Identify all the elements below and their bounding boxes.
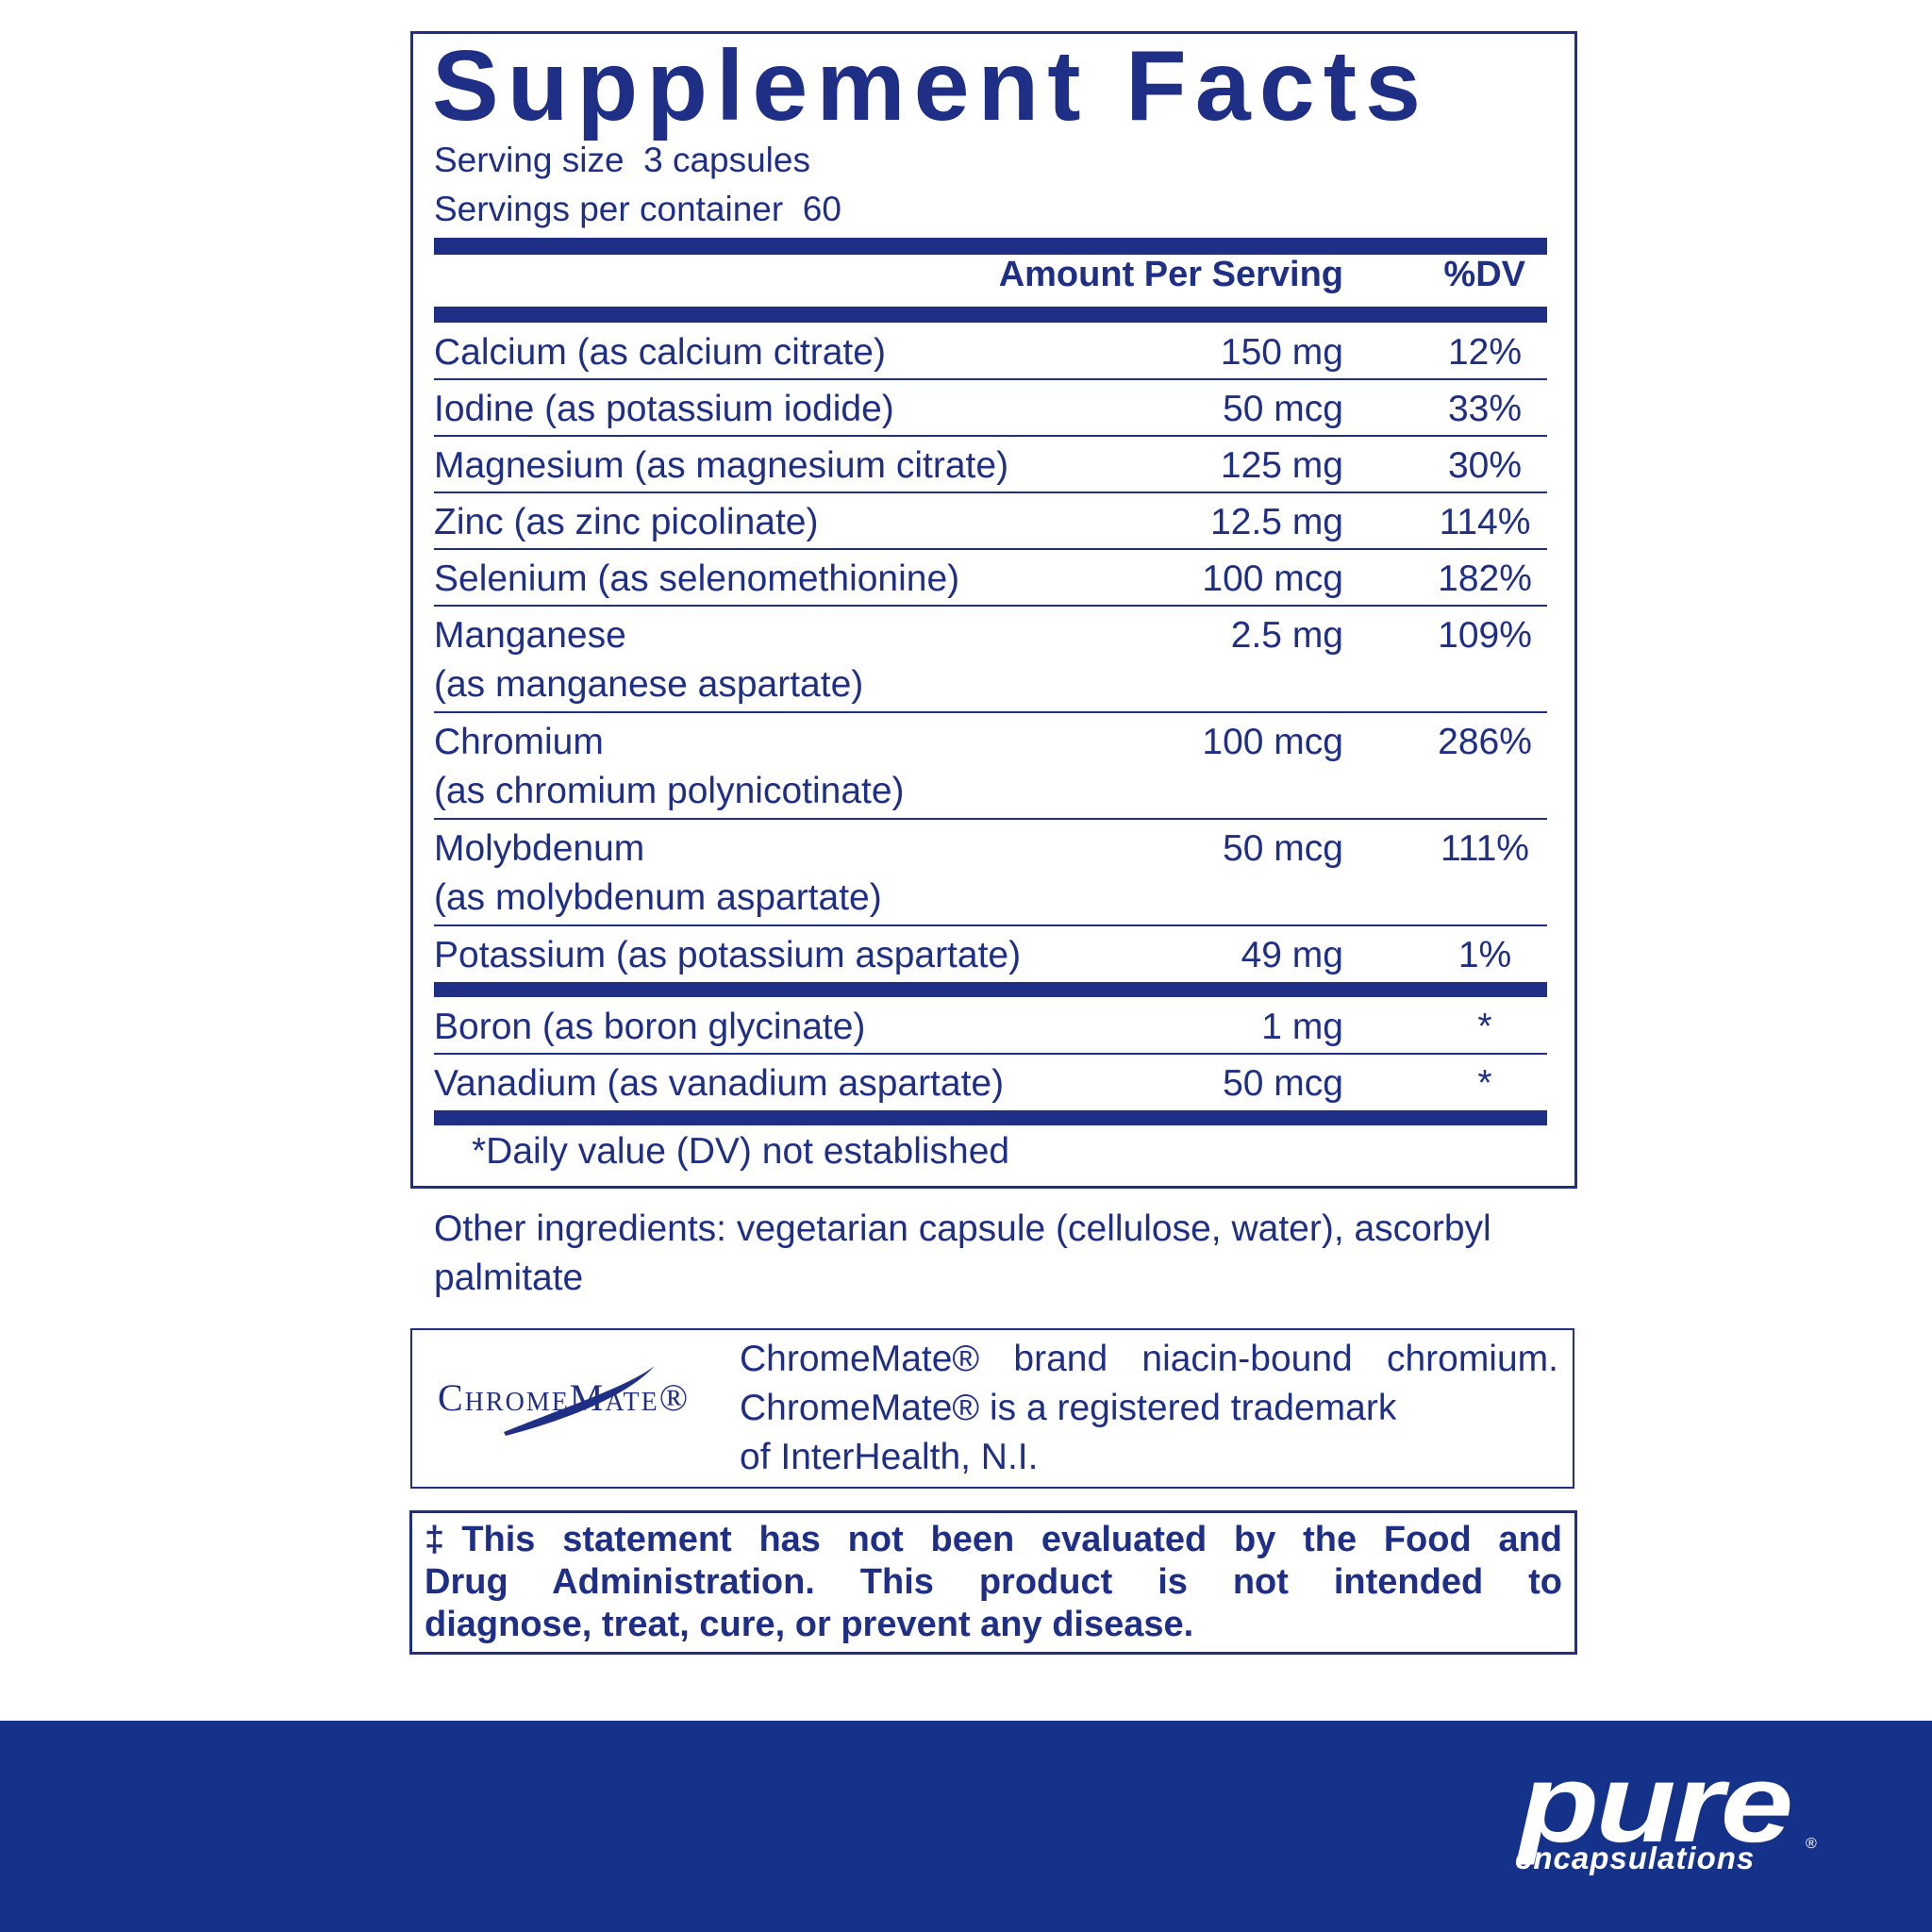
row-rule <box>434 711 1547 713</box>
amount: 50 mcg <box>1223 827 1343 869</box>
nutrient-name: Manganese <box>434 614 626 656</box>
thick-rule <box>434 307 1547 323</box>
trademark-text: ChromeMate® is a registered trademark <box>740 1387 1397 1428</box>
amount: 150 mg <box>1220 331 1343 373</box>
nutrient-name: Boron (as boron glycinate) <box>434 1006 866 1047</box>
trademark-text: ChromeMate® brand niacin-bound chromium. <box>740 1338 1558 1379</box>
nutrient-name: Vanadium (as vanadium aspartate) <box>434 1062 1005 1104</box>
thick-rule <box>434 1110 1547 1125</box>
amount: 125 mg <box>1220 444 1343 486</box>
daily-value: 33% <box>1447 389 1523 429</box>
daily-value: 109% <box>1438 615 1532 656</box>
nutrient-name: Iodine (as potassium iodide) <box>434 388 894 429</box>
daily-value: 30% <box>1447 445 1523 486</box>
brand-tagline: encapsulations <box>1515 1840 1756 1875</box>
disclaimer-text: Drug Administration. This product is not… <box>425 1562 1562 1602</box>
amount: 2.5 mg <box>1230 614 1343 656</box>
column-header: Amount Per Serving <box>998 255 1343 294</box>
chromemate-logo: ChromeMate® <box>438 1376 691 1419</box>
other-ingredients: palmitate <box>434 1257 584 1298</box>
amount: 100 mcg <box>1202 558 1343 599</box>
amount: 1 mg <box>1261 1006 1343 1047</box>
brand-mark: ® <box>1806 1835 1817 1852</box>
daily-value: 111% <box>1441 828 1529 869</box>
row-rule <box>434 548 1547 550</box>
row-rule <box>434 605 1547 607</box>
row-rule <box>434 378 1547 380</box>
nutrient-name: Selenium (as selenomethionine) <box>434 558 960 599</box>
disclaimer-box <box>409 1510 1577 1655</box>
thick-rule <box>434 238 1547 255</box>
amount: 49 mg <box>1241 934 1343 975</box>
amount: 50 mcg <box>1223 1062 1343 1104</box>
nutrient-name: Potassium (as potassium aspartate) <box>434 934 1022 975</box>
servings-per-container: Servings per container 60 <box>434 190 841 228</box>
nutrient-name: Zinc (as zinc picolinate) <box>434 501 819 542</box>
row-rule <box>434 435 1547 437</box>
trademark-text: of InterHealth, N.I. <box>740 1436 1039 1477</box>
trademark-box <box>410 1328 1574 1489</box>
row-rule <box>434 491 1547 493</box>
nutrient-name: (as chromium polynicotinate) <box>434 770 905 811</box>
daily-value: 114% <box>1439 502 1531 542</box>
logo-swoosh <box>504 1366 655 1436</box>
daily-value: * <box>1477 1063 1492 1104</box>
nutrient-name: Molybdenum <box>434 827 645 869</box>
nutrient-name: Chromium <box>434 721 604 762</box>
nutrient-name: (as manganese aspartate) <box>434 663 864 705</box>
nutrient-name: Calcium (as calcium citrate) <box>434 331 886 373</box>
row-rule <box>434 818 1547 820</box>
serving-size: Serving size 3 capsules <box>434 141 810 179</box>
facts-box <box>410 31 1577 1189</box>
amount: 50 mcg <box>1223 388 1343 429</box>
daily-value: * <box>1477 1007 1492 1047</box>
footer-band <box>0 1721 1932 1932</box>
column-header: %DV <box>1443 255 1525 294</box>
disclaimer-text: diagnose, treat, cure, or prevent any di… <box>425 1605 1194 1644</box>
disclaimer-text: ‡This statement has not been evaluated b… <box>425 1520 1562 1559</box>
other-ingredients: Other ingredients: vegetarian capsule (c… <box>434 1208 1491 1249</box>
row-rule <box>434 1053 1547 1055</box>
amount: 12.5 mg <box>1210 501 1343 542</box>
daily-value: 12% <box>1447 332 1523 373</box>
daily-value: 182% <box>1438 558 1532 599</box>
daily-value: 286% <box>1438 722 1532 762</box>
brand-name: pure <box>1519 1741 1793 1866</box>
nutrient-name: (as molybdenum aspartate) <box>434 876 882 918</box>
thick-rule <box>434 982 1547 997</box>
title: Supplement Facts <box>432 29 1429 142</box>
row-rule <box>434 924 1547 926</box>
amount: 100 mcg <box>1202 721 1343 762</box>
footnote: *Daily value (DV) not established <box>472 1130 1010 1172</box>
daily-value: 1% <box>1457 935 1512 975</box>
nutrient-name: Magnesium (as magnesium citrate) <box>434 444 1009 486</box>
